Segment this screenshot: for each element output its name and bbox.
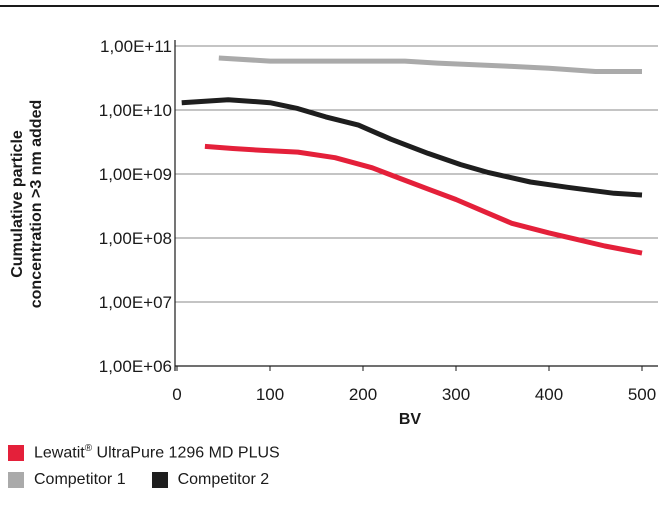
x-tick-label: 300 (442, 385, 470, 404)
legend-row-1: Lewatit® UltraPure 1296 MD PLUS (8, 443, 306, 462)
x-tick-label: 400 (535, 385, 563, 404)
y-tick-label: 1,00E+10 (99, 101, 172, 120)
x-tick-label: 500 (628, 385, 656, 404)
line-chart: 1,00E+06 1,00E+07 1,00E+08 1,00E+09 1,00E+10… (9, 37, 658, 428)
legend-swatch-lewatit (8, 444, 24, 461)
series-line-competitor-2 (181, 97, 643, 198)
x-tick-label: 200 (349, 385, 377, 404)
x-tick-label: 100 (256, 385, 284, 404)
legend-item-competitor-1: Competitor 1 (8, 471, 126, 489)
y-tick-label: 1,00E+08 (99, 229, 172, 248)
legend-label-lewatit: Lewatit® UltraPure 1296 MD PLUS (34, 443, 280, 462)
x-axis-title: BV (399, 411, 422, 428)
legend-label-competitor-1: Competitor 1 (34, 471, 126, 488)
top-rule (0, 5, 659, 7)
series-lines (181, 55, 643, 256)
y-tick-label: 1,00E+06 (99, 357, 172, 376)
axes: 1,00E+06 1,00E+07 1,00E+08 1,00E+09 1,00E+10… (99, 37, 658, 404)
series-line-lewatit-ultrapure-1296-md-plus (204, 143, 643, 256)
grid-lines (175, 45, 658, 303)
y-tick-label: 1,00E+09 (99, 165, 172, 184)
legend-swatch-competitor-2 (151, 472, 168, 488)
y-axis-title-line-1: Cumulative particle (9, 130, 26, 278)
y-tick-label: 1,00E+11 (100, 37, 172, 56)
series-line-competitor-1 (218, 55, 642, 74)
legend-item-lewatit: Lewatit® UltraPure 1296 MD PLUS (8, 443, 280, 462)
y-axis-title-line-2: concentration >3 nm added (28, 100, 45, 308)
legend-item-competitor-2: Competitor 2 (151, 471, 270, 489)
x-tick-label: 0 (172, 385, 181, 404)
legend-row-2: Competitor 1 Competitor 2 (8, 471, 295, 489)
legend-swatch-competitor-1 (8, 472, 24, 488)
legend-label-competitor-2: Competitor 2 (177, 471, 270, 488)
y-tick-label: 1,00E+07 (99, 293, 172, 312)
